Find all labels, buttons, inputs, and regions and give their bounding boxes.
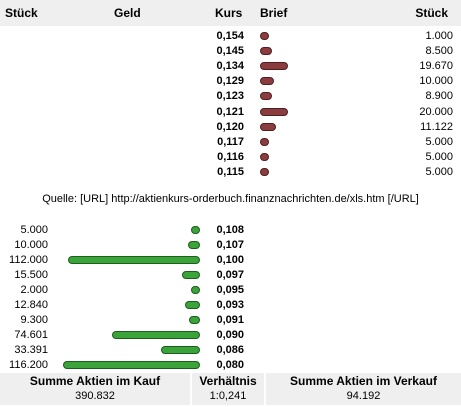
buy-qty: 112.000	[9, 254, 48, 267]
buy-row: 12.840 0,093	[0, 298, 461, 313]
buy-qty: 12.840	[14, 299, 48, 312]
sell-volume-bar	[260, 77, 274, 86]
ratio-value: 1:0,241	[209, 390, 247, 402]
buy-kurs: 0,100	[216, 254, 244, 267]
sell-row: 0,145 8.500	[0, 44, 461, 59]
sell-volume-bar	[260, 137, 269, 146]
summary-buy-cell: Summe Aktien im Kauf 390.832	[0, 373, 190, 405]
sell-qty: 1.000	[425, 30, 453, 42]
buy-volume-bar	[189, 316, 200, 325]
buy-qty: 9.300	[20, 314, 48, 327]
ratio-cell: Verhältnis 1:0,241	[192, 373, 264, 405]
buy-kurs: 0,107	[216, 239, 244, 252]
buy-volume-bar	[112, 331, 200, 340]
summary-sell-value: 94.192	[346, 390, 381, 402]
buy-volume-bar	[161, 346, 200, 355]
buy-qty: 33.391	[14, 344, 48, 357]
buy-qty: 74.601	[14, 329, 48, 342]
sell-kurs: 0,134	[216, 60, 244, 73]
sell-kurs: 0,121	[216, 105, 244, 118]
buy-qty: 15.500	[14, 269, 48, 282]
sell-kurs: 0,117	[217, 135, 244, 148]
sell-volume-bar	[260, 47, 272, 56]
sell-qty: 5.000	[425, 135, 453, 148]
sell-row: 0,117 5.000	[0, 135, 461, 150]
buy-kurs: 0,086	[216, 344, 244, 357]
orderbook-header: Stück Geld Kurs Brief Stück	[0, 0, 461, 26]
summary-sell-cell: Summe Aktien im Verkauf 94.192	[266, 373, 461, 405]
sell-volume-bar	[260, 92, 272, 101]
buy-kurs: 0,091	[216, 314, 244, 327]
summary-buy-value: 390.832	[75, 390, 115, 402]
sell-row: 0,115 5.000	[0, 165, 461, 180]
header-kurs: Kurs	[215, 6, 243, 20]
buy-qty: 116.200	[9, 359, 48, 372]
buy-volume-bar	[182, 271, 200, 280]
ratio-label: Verhältnis	[199, 374, 257, 388]
sell-volume-bar	[260, 107, 288, 116]
buy-qty: 10.000	[14, 239, 48, 252]
sell-qty: 8.900	[425, 90, 453, 103]
header-brief: Brief	[260, 6, 288, 20]
sell-kurs: 0,145	[216, 45, 244, 58]
buy-row: 9.300 0,091	[0, 313, 461, 328]
sell-volume-bar	[260, 122, 276, 131]
sell-qty: 5.000	[425, 165, 453, 178]
sell-kurs: 0,115	[217, 165, 244, 178]
sell-row: 0,129 10.000	[0, 74, 461, 89]
buy-kurs: 0,080	[216, 359, 244, 372]
sell-kurs: 0,123	[216, 90, 244, 103]
sell-volume-bar	[260, 62, 288, 71]
source-text: Quelle: [URL] http://aktienkurs-orderbuc…	[42, 193, 419, 205]
sell-kurs: 0,154	[216, 30, 244, 42]
buy-volume-bar	[185, 301, 200, 310]
buy-volume-bar	[188, 241, 200, 250]
summary-sell-label: Summe Aktien im Verkauf	[290, 374, 437, 388]
sell-row: 0,154 1.000	[0, 29, 461, 44]
buy-row: 5.000 0,108	[0, 223, 461, 238]
buy-row: 74.601 0,090	[0, 328, 461, 343]
sell-qty: 8.500	[425, 45, 453, 58]
sell-volume-bar	[260, 32, 269, 40]
buy-kurs: 0,095	[216, 284, 244, 297]
sell-volume-bar	[260, 152, 269, 161]
buy-row: 112.000 0,100	[0, 253, 461, 268]
sell-qty: 5.000	[425, 150, 453, 163]
sell-kurs: 0,129	[216, 75, 244, 88]
buy-row: 33.391 0,086	[0, 343, 461, 358]
sell-kurs: 0,116	[217, 150, 244, 163]
buy-volume-bar	[191, 286, 200, 295]
sell-row: 0,120 11.122	[0, 120, 461, 135]
buy-row: 116.200 0,080	[0, 358, 461, 373]
header-geld: Geld	[114, 6, 141, 20]
buy-volume-bar	[63, 361, 200, 370]
summary-buy-label: Summe Aktien im Kauf	[29, 374, 161, 388]
buy-kurs: 0,097	[216, 269, 244, 282]
buy-volume-bar	[191, 226, 200, 234]
sell-row: 0,134 19.670	[0, 59, 461, 74]
sell-row: 0,121 20.000	[0, 105, 461, 120]
header-stueck-left: Stück	[5, 6, 38, 20]
buy-row: 10.000 0,107	[0, 238, 461, 253]
header-stueck-right: Stück	[415, 6, 448, 20]
buy-qty: 2.000	[20, 284, 48, 297]
sell-qty: 20.000	[419, 105, 453, 118]
summary-footer: Summe Aktien im Kauf 390.832 Verhältnis …	[0, 373, 461, 405]
buy-row: 15.500 0,097	[0, 268, 461, 283]
sell-kurs: 0,120	[216, 120, 244, 133]
buy-row: 2.000 0,095	[0, 283, 461, 298]
buy-kurs: 0,108	[216, 224, 244, 236]
buy-kurs: 0,090	[216, 329, 244, 342]
sell-qty: 19.670	[419, 60, 453, 73]
buy-kurs: 0,093	[216, 299, 244, 312]
buy-qty: 5.000	[20, 224, 48, 236]
buy-volume-bar	[68, 256, 200, 265]
sell-qty: 10.000	[419, 75, 453, 88]
sell-qty: 11.122	[420, 120, 453, 133]
sell-volume-bar	[260, 167, 269, 176]
sell-row: 0,123 8.900	[0, 89, 461, 104]
sell-row: 0,116 5.000	[0, 150, 461, 165]
